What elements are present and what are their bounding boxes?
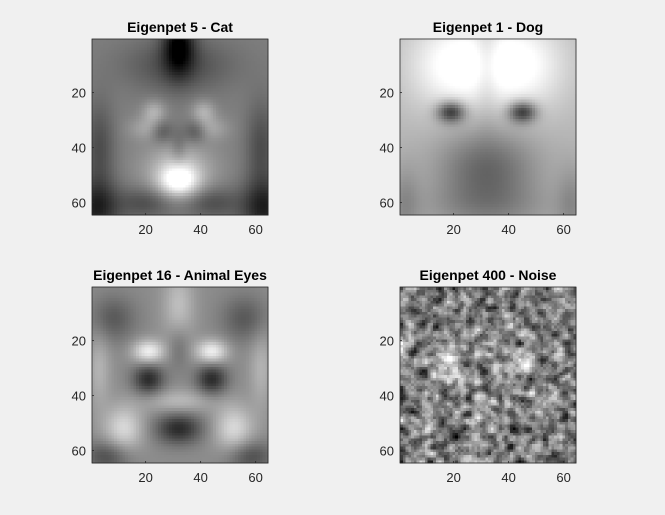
y-tick-label: 20 — [72, 86, 86, 101]
heatmap-image: 20 40 60 20 40 60 — [72, 286, 269, 485]
y-tick-label: 20 — [380, 86, 394, 101]
x-tick-label: 20 — [446, 470, 460, 485]
y-tick-label: 60 — [380, 196, 394, 211]
heatmap-image: 20 40 60 20 40 60 — [380, 286, 577, 485]
y-tick-label: 40 — [380, 141, 394, 156]
y-tick-label: 20 — [72, 334, 86, 349]
y-tick-label: 20 — [380, 334, 394, 349]
heatmap-cells — [92, 287, 269, 464]
x-tick-label: 40 — [501, 222, 515, 237]
y-tick-label: 60 — [72, 196, 86, 211]
y-tick-label: 60 — [72, 444, 86, 459]
subplot-eigenpet-400: Eigenpet 400 - Noise 20 40 60 20 40 60 — [380, 267, 577, 485]
y-tick-label: 40 — [72, 389, 86, 404]
subplot-title: Eigenpet 16 - Animal Eyes — [93, 267, 267, 283]
y-tick-label: 60 — [380, 444, 394, 459]
subplot-title: Eigenpet 400 - Noise — [420, 267, 557, 283]
heatmap-image: 20 40 60 20 40 60 — [72, 38, 269, 237]
y-tick-label: 40 — [380, 389, 394, 404]
x-tick-label: 60 — [556, 470, 570, 485]
subplot-title: Eigenpet 1 - Dog — [433, 19, 543, 35]
x-tick-label: 60 — [556, 222, 570, 237]
heatmap-cells — [92, 39, 269, 216]
x-tick-label: 20 — [138, 470, 152, 485]
x-tick-label: 40 — [193, 222, 207, 237]
subplot-eigenpet-5: Eigenpet 5 - Cat 20 40 60 20 40 60 — [72, 19, 269, 237]
subplot-eigenpet-1: Eigenpet 1 - Dog 20 40 60 20 40 60 — [380, 19, 577, 237]
x-tick-label: 40 — [193, 470, 207, 485]
axes-frame — [91, 38, 269, 216]
y-tick-label: 40 — [72, 141, 86, 156]
x-tick-label: 60 — [248, 222, 262, 237]
x-tick-label: 60 — [248, 470, 262, 485]
x-tick-label: 20 — [138, 222, 152, 237]
x-tick-label: 40 — [501, 470, 515, 485]
axes-frame — [399, 286, 577, 464]
axes-frame — [91, 286, 269, 464]
heatmap-image: 20 40 60 20 40 60 — [380, 38, 577, 237]
subplot-eigenpet-16: Eigenpet 16 - Animal Eyes 20 40 60 20 40 60 — [72, 267, 269, 485]
heatmap-cells — [400, 287, 577, 464]
subplot-title: Eigenpet 5 - Cat — [127, 19, 233, 35]
x-tick-label: 20 — [446, 222, 460, 237]
axes-frame — [399, 38, 577, 216]
heatmap-cells — [400, 39, 577, 216]
